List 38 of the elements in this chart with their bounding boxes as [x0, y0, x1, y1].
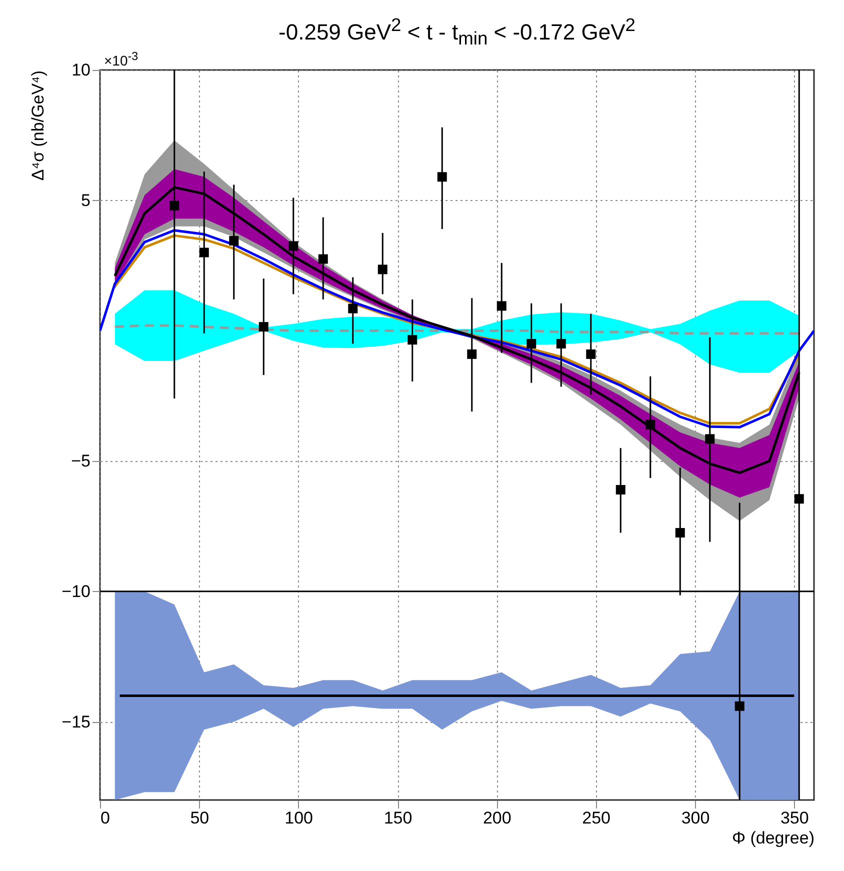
- point: [646, 420, 656, 430]
- point: [616, 485, 626, 494]
- point: [288, 241, 298, 251]
- point: [526, 339, 536, 348]
- x-tick-label: 200: [482, 808, 512, 828]
- chart-title: -0.259 GeV$^{2}$ < t - t$_{min}$ < -0.172 GeV$^{2}$: [278, 14, 636, 50]
- y-tick-label: 10: [72, 60, 90, 80]
- x-tick-label: 250: [582, 808, 611, 828]
- x-tick-label: 300: [681, 808, 710, 828]
- point: [467, 349, 477, 359]
- point: [348, 304, 358, 314]
- point: [199, 248, 209, 258]
- point: [437, 172, 447, 182]
- x-tick-label: 50: [190, 808, 210, 828]
- point: [794, 494, 804, 504]
- y-tick-label: 5: [81, 190, 90, 210]
- x-axis-title: Φ (degree): [732, 828, 814, 848]
- x-tick-label: 150: [384, 808, 412, 828]
- x-tick-label: 0: [100, 808, 110, 828]
- x-tick-label: 100: [284, 808, 314, 828]
- point: [378, 264, 388, 274]
- point: [586, 349, 596, 359]
- point: [705, 434, 715, 444]
- point: [229, 236, 239, 246]
- y-tick-label: −15: [62, 712, 90, 732]
- point: [170, 200, 180, 210]
- text: ×10$^{-3}$: [104, 50, 138, 69]
- point: [496, 301, 506, 311]
- point: [318, 254, 328, 264]
- point: [258, 322, 268, 332]
- y-tick-label: −10: [62, 582, 90, 601]
- point: [408, 335, 418, 345]
- y-tick-label: −5: [71, 452, 90, 471]
- point: [734, 701, 744, 711]
- y-axis-title: Δ⁴σ (nb/GeV⁴): [28, 70, 48, 181]
- point: [556, 339, 566, 348]
- point: [675, 528, 685, 538]
- x-tick-label: 350: [780, 808, 809, 828]
